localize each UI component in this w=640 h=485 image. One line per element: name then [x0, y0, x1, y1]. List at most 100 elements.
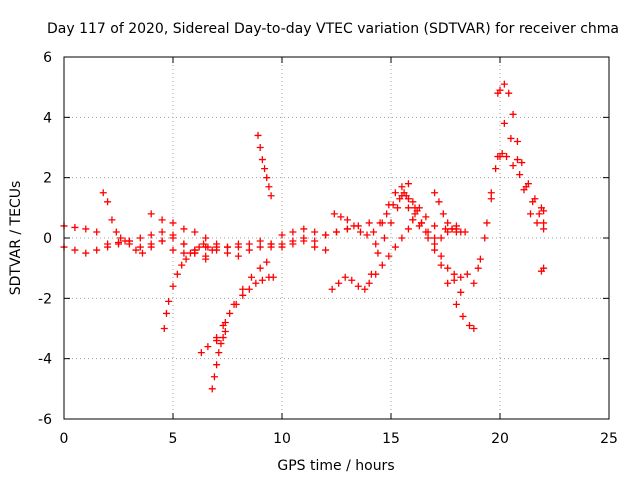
data-point — [513, 156, 521, 164]
series-track-t — [474, 119, 548, 272]
data-point — [404, 204, 412, 212]
data-point — [328, 285, 336, 293]
data-point — [226, 309, 234, 317]
data-point — [404, 195, 412, 203]
data-point — [372, 240, 380, 248]
data-point — [365, 219, 373, 227]
data-point — [202, 234, 210, 242]
data-point — [162, 309, 170, 317]
data-point — [278, 240, 286, 248]
data-point — [158, 237, 166, 245]
data-point — [330, 210, 338, 218]
data-point — [494, 153, 502, 161]
data-point — [452, 300, 460, 308]
data-point — [424, 234, 432, 242]
data-point — [121, 237, 129, 245]
series-track-l — [328, 189, 408, 293]
data-point — [104, 243, 112, 251]
data-point — [385, 201, 393, 209]
data-point — [500, 119, 508, 127]
data-point — [435, 198, 443, 206]
data-point — [258, 156, 266, 164]
data-point — [404, 180, 412, 188]
data-point — [372, 270, 380, 278]
data-point — [437, 261, 445, 269]
data-point — [385, 252, 393, 260]
data-point — [202, 255, 210, 263]
data-point — [169, 246, 177, 254]
x-tick-label: 25 — [600, 431, 618, 447]
data-point — [197, 349, 205, 357]
data-point — [398, 234, 406, 242]
y-tick-label: -6 — [38, 412, 52, 428]
data-point — [492, 165, 500, 173]
data-point — [136, 243, 144, 251]
data-point — [341, 273, 349, 281]
y-tick-label: -4 — [38, 352, 52, 368]
x-tick-label: 15 — [382, 431, 400, 447]
data-point — [180, 240, 188, 248]
data-point — [169, 219, 177, 227]
data-point — [311, 243, 319, 251]
data-point — [300, 234, 308, 242]
data-point — [513, 137, 521, 145]
data-point — [374, 249, 382, 257]
data-point — [474, 264, 482, 272]
data-point — [533, 219, 541, 227]
data-point — [258, 276, 266, 284]
data-point — [112, 228, 120, 236]
data-point — [239, 291, 247, 299]
data-point — [82, 249, 90, 257]
series-track-j — [267, 219, 373, 251]
data-point — [234, 243, 242, 251]
data-point — [343, 225, 351, 233]
data-point — [117, 234, 125, 242]
data-point — [487, 189, 495, 197]
data-point — [99, 189, 107, 197]
x-tick-label: 20 — [491, 431, 509, 447]
data-point — [210, 373, 218, 381]
data-point — [269, 273, 277, 281]
data-point — [516, 171, 524, 179]
series-track-c — [99, 189, 210, 263]
series-track-r — [431, 189, 469, 236]
data-point — [104, 198, 112, 206]
data-point — [540, 219, 548, 227]
data-point — [234, 252, 242, 260]
data-point — [213, 361, 221, 369]
data-point — [444, 228, 452, 236]
data-point — [158, 228, 166, 236]
data-point — [213, 243, 221, 251]
data-point — [289, 237, 297, 245]
gridlines — [64, 57, 609, 419]
data-point — [311, 228, 319, 236]
data-point — [125, 240, 133, 248]
data-point — [335, 279, 343, 287]
data-point — [387, 219, 395, 227]
series-track-q — [409, 216, 460, 242]
data-point — [503, 153, 511, 161]
data-point — [431, 240, 439, 248]
data-point — [356, 228, 364, 236]
data-point — [256, 237, 264, 245]
data-point — [337, 213, 345, 221]
data-point — [224, 249, 231, 257]
y-tick-label: 0 — [43, 231, 52, 247]
data-point — [481, 234, 489, 242]
data-point — [450, 270, 458, 278]
data-point — [507, 134, 515, 142]
data-point — [173, 270, 181, 278]
data-point — [247, 273, 255, 281]
data-point — [208, 385, 216, 393]
data-point — [452, 222, 460, 230]
data-point — [169, 231, 177, 239]
data-point — [300, 225, 308, 233]
data-point — [509, 110, 517, 118]
y-tick-label: -2 — [38, 291, 52, 307]
data-point — [256, 264, 264, 272]
data-point — [169, 282, 177, 290]
data-point — [195, 243, 203, 251]
data-point — [82, 225, 90, 233]
data-point — [254, 131, 262, 139]
data-point — [459, 312, 467, 320]
